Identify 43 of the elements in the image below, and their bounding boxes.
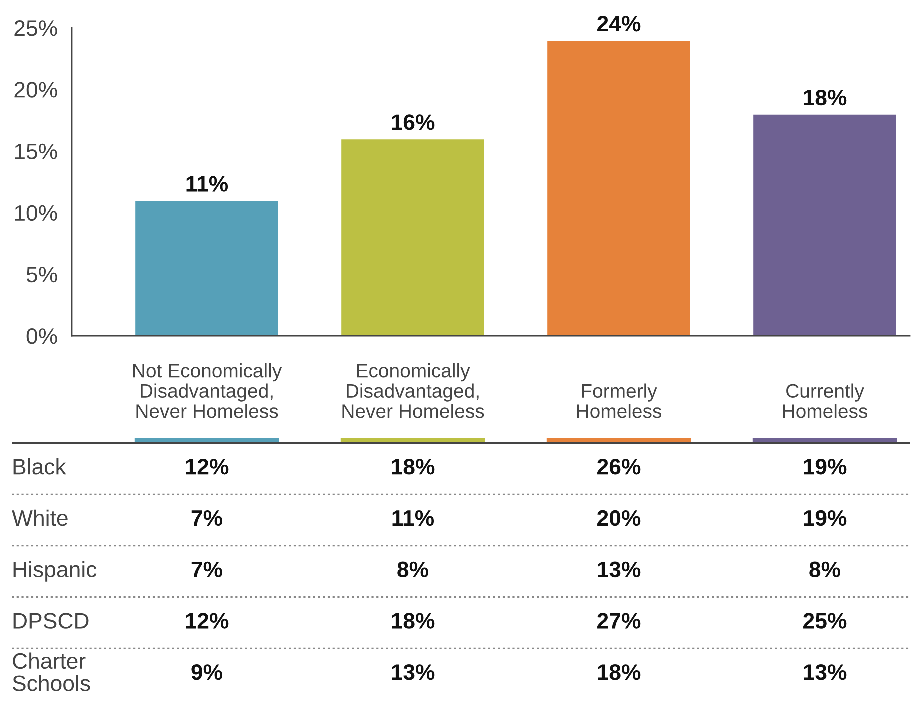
text: 7%	[192, 510, 222, 526]
category-label: White	[12, 510, 68, 526]
data-label: 11%	[186, 176, 228, 192]
text: 13%	[598, 562, 641, 578]
text: 26%	[598, 459, 641, 475]
y-tick-label: 15%	[15, 144, 58, 160]
text: 7%	[192, 562, 222, 578]
text: 11%	[392, 510, 434, 526]
x-tick-label: Currently Homeless	[783, 384, 868, 418]
category-label: Black	[14, 458, 66, 475]
y-tick-label: 25%	[14, 20, 58, 36]
x-tick-label: Formerly Homeless	[577, 384, 662, 418]
data-label: 18%	[804, 90, 847, 106]
y-tick-label: 0%	[26, 328, 58, 344]
x-tick-label: Economically Disadvantaged, Never Homeless	[342, 364, 484, 418]
category-label: Hispanic	[14, 561, 97, 582]
bar	[340, 138, 486, 336]
text: 20%	[598, 510, 641, 526]
text: 8%	[810, 562, 840, 578]
text: 18%	[598, 664, 641, 680]
data-label: 24%	[598, 16, 641, 32]
data-label: 16%	[392, 114, 435, 130]
text: 8%	[398, 562, 428, 578]
text: 12%	[186, 613, 229, 629]
bar	[752, 114, 898, 336]
bar	[546, 40, 692, 336]
y-tick-label: 10%	[15, 205, 58, 222]
text: 12%	[186, 459, 229, 475]
y-tick-label: 20%	[14, 82, 58, 98]
y-tick-label: 5%	[26, 267, 58, 283]
text: 19%	[804, 510, 847, 526]
category-label: Charter Schools	[13, 652, 90, 692]
text: 19%	[804, 459, 847, 475]
x-tick-label: Not Economically Disadvantaged, Never Homeless	[133, 364, 282, 418]
text: 18%	[392, 459, 435, 475]
text: 25%	[804, 613, 847, 629]
text: 13%	[392, 664, 435, 680]
text: 27%	[598, 613, 641, 629]
text: 9%	[192, 664, 222, 680]
category-label: DPSCD	[14, 613, 89, 629]
bar	[134, 200, 280, 336]
text: 18%	[392, 613, 435, 629]
text: 13%	[804, 664, 847, 680]
